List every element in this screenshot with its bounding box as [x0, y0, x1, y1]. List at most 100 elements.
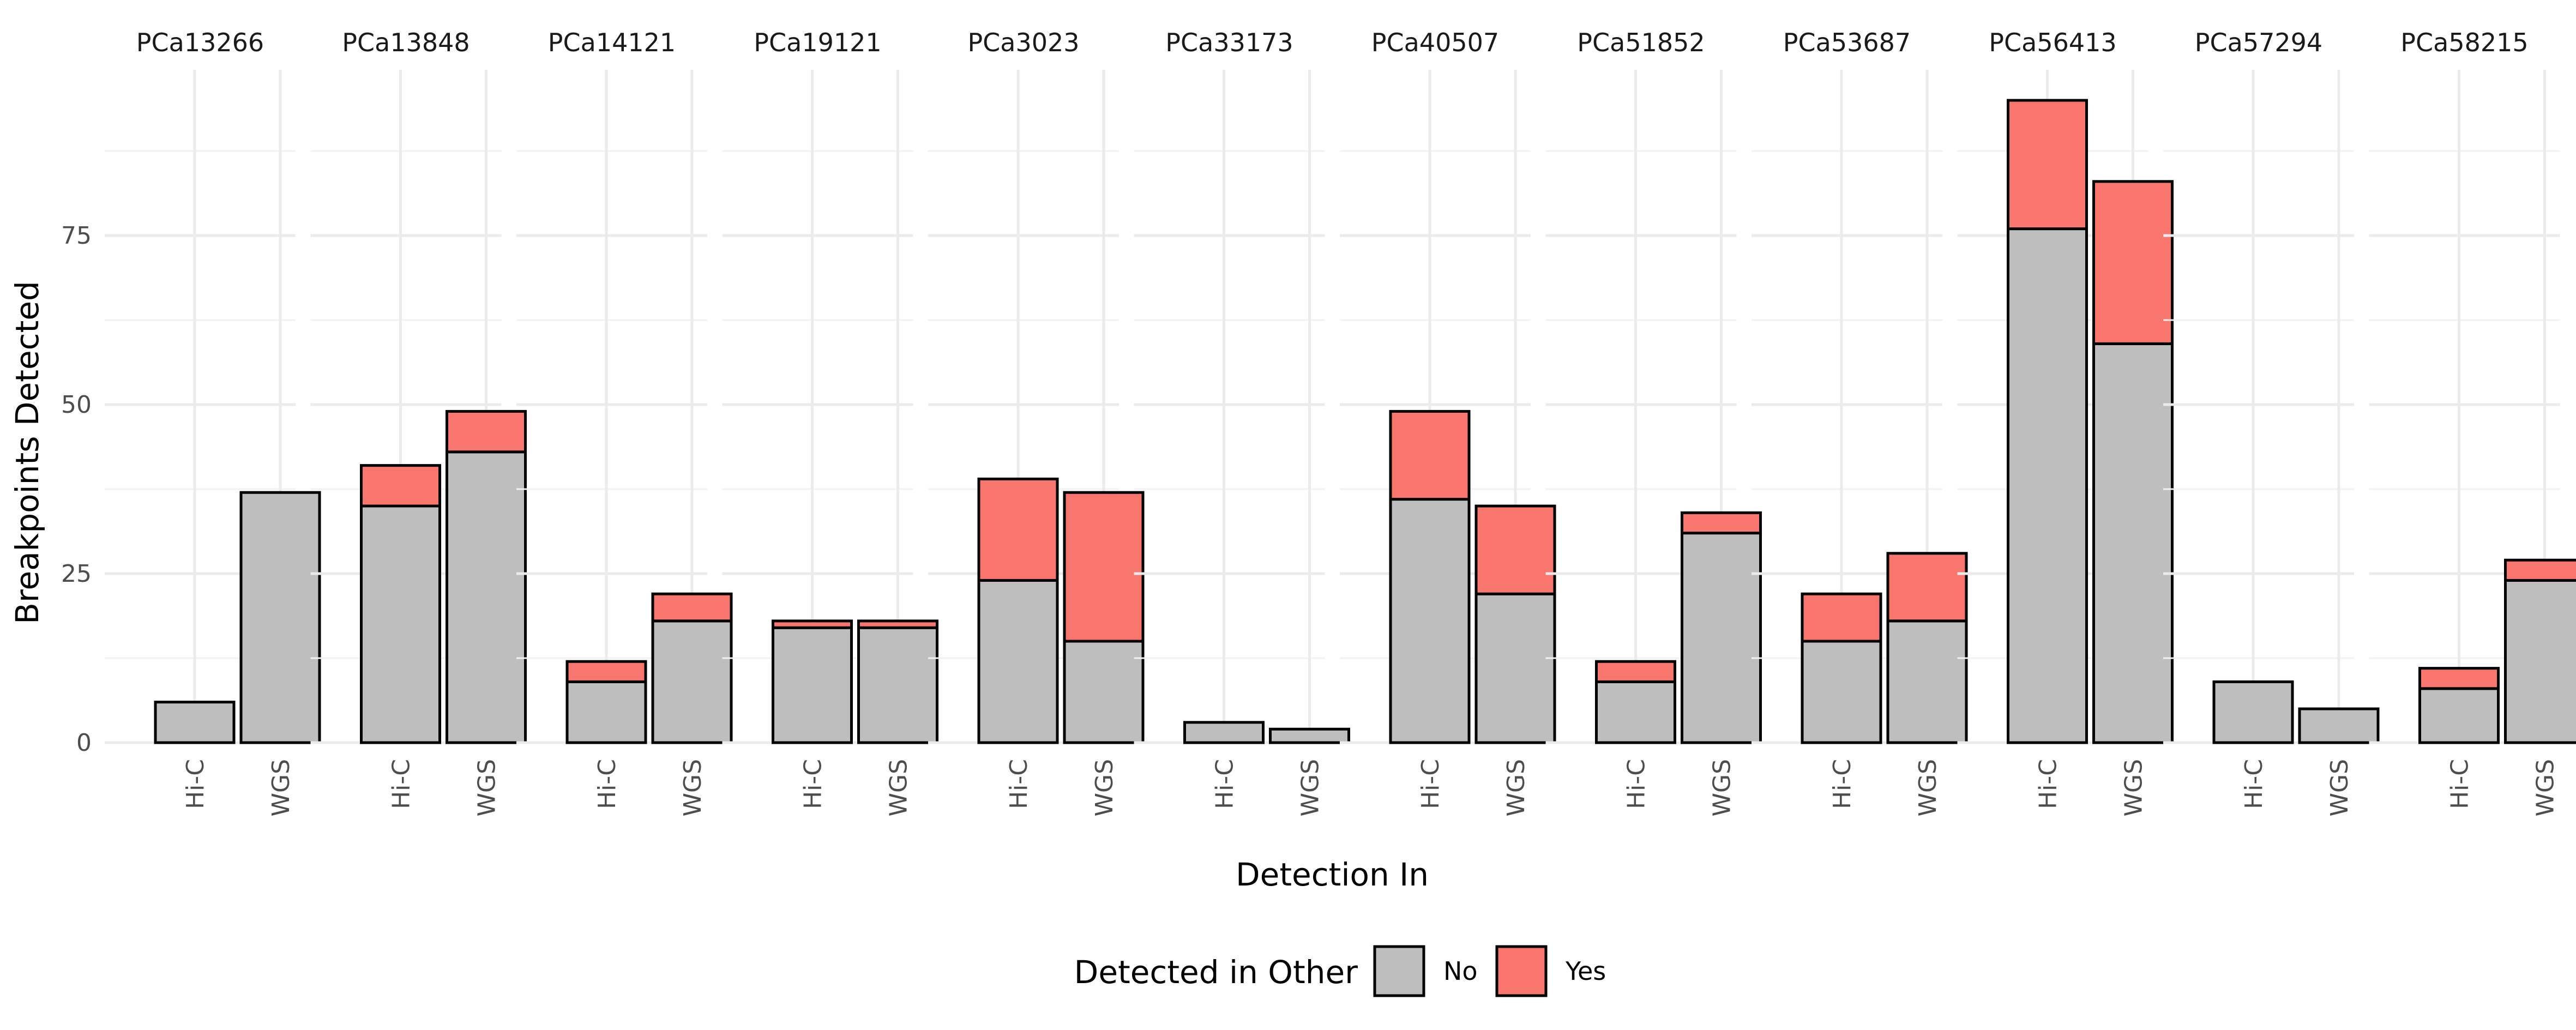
x-tick-label: Hi-C — [2446, 759, 2474, 809]
facet-panel: PCa19121 Hi-C WGS — [723, 28, 937, 817]
x-tick-label: WGS — [1297, 759, 1325, 817]
legend-title: Detected in Other — [1074, 954, 1358, 991]
x-tick-label: Hi-C — [1417, 759, 1445, 809]
bar-segment-no — [241, 492, 320, 743]
x-tick-label: WGS — [2532, 759, 2560, 817]
bar-segment-yes — [2094, 182, 2172, 344]
x-tick-label: Hi-C — [388, 759, 416, 809]
bar-segment-no — [1185, 722, 1263, 743]
bar-segment-no — [773, 628, 852, 743]
facet-strip-label: PCa58215 — [2400, 28, 2528, 57]
facet-strip-label: PCa56413 — [1989, 28, 2116, 57]
y-tick-label: 0 — [76, 729, 92, 757]
bar-segment-no — [979, 580, 1057, 743]
facet-panel: PCa56413 Hi-C WGS — [1958, 28, 2172, 817]
bar-segment-yes — [1802, 594, 1881, 641]
bar-segment-yes — [2506, 560, 2576, 580]
facet-panel: PCa13848 Hi-C WGS — [311, 28, 526, 817]
bar-segment-yes — [2008, 100, 2087, 229]
bar-segment-no — [1271, 729, 1349, 743]
y-tick-label: 50 — [61, 391, 92, 419]
bar-segment-no — [859, 628, 937, 743]
x-tick-label: Hi-C — [1211, 759, 1239, 809]
facet-panel: PCa57294 Hi-C WGS — [2163, 28, 2378, 817]
bar-segment-yes — [1064, 492, 1143, 641]
bar-segment-no — [1391, 499, 1469, 743]
bar-segment-no — [1802, 641, 1881, 743]
bar-segment-no — [362, 506, 440, 743]
bar-segment-yes — [1597, 661, 1675, 682]
bar-segment-no — [2506, 580, 2576, 743]
legend-swatch-no — [1375, 947, 1424, 996]
bar-segment-no — [567, 682, 646, 743]
x-tick-label: WGS — [885, 759, 913, 817]
bar-segment-yes — [447, 411, 526, 451]
legend-label: Yes — [1565, 956, 1606, 986]
x-tick-label: WGS — [1502, 759, 1530, 817]
x-tick-label: Hi-C — [593, 759, 621, 809]
bar-segment-no — [2420, 689, 2499, 743]
facet-strip-label: PCa13848 — [342, 28, 470, 57]
x-tick-label: Hi-C — [2240, 759, 2268, 809]
facet-panel: PCa51852 Hi-C WGS — [1546, 28, 1761, 817]
facet-strip-label: PCa33173 — [1165, 28, 1293, 57]
bar-segment-yes — [567, 661, 646, 682]
x-tick-label: WGS — [2326, 759, 2354, 817]
bar-segment-yes — [1682, 513, 1761, 533]
bar-segment-no — [155, 702, 234, 743]
bar-segment-no — [1888, 621, 1966, 743]
bar-segment-yes — [2420, 668, 2499, 689]
bar-segment-no — [653, 621, 731, 743]
legend-label: No — [1443, 956, 1478, 986]
x-tick-label: WGS — [1091, 759, 1118, 817]
x-tick-label: WGS — [2120, 759, 2148, 817]
bar-segment-no — [2008, 229, 2087, 743]
bar-segment-no — [2094, 344, 2172, 743]
y-axis: 0 25 50 75 — [61, 222, 92, 757]
x-tick-label: Hi-C — [799, 759, 827, 809]
bar-segment-yes — [362, 466, 440, 506]
x-tick-label: Hi-C — [1005, 759, 1033, 809]
legend-items: No Yes — [1375, 947, 1606, 996]
bar-segment-yes — [1888, 553, 1966, 621]
bar-segment-yes — [653, 594, 731, 621]
facet-panel: PCa53687Hi-CWGS — [1752, 28, 1966, 817]
y-tick-label: 75 — [61, 222, 92, 250]
bar-segment-no — [1682, 533, 1761, 743]
x-tick-label: WGS — [679, 759, 707, 817]
facet-strip-label: PCa51852 — [1577, 28, 1705, 57]
bar-segment-no — [2214, 682, 2292, 743]
facet-panel: PCa33173 Hi-C WGS — [1134, 28, 1349, 817]
facet-strip-label: PCa13266 — [136, 28, 264, 57]
x-tick-label: Hi-C — [1623, 759, 1651, 809]
bar-segment-yes — [773, 621, 852, 628]
bar-segment-no — [1597, 682, 1675, 743]
facet-strip-label: PCa19121 — [754, 28, 881, 57]
x-tick-label: WGS — [473, 759, 501, 817]
facet-panel: PCa58215 Hi-C WGS — [2369, 28, 2576, 817]
facet-panels: PCa13266 Hi-C WGS PCa13848 Hi-C WGS PCa14121 Hi… — [105, 28, 2576, 817]
x-tick-label: WGS — [1914, 759, 1942, 817]
facet-panel: PCa14121 Hi-C WGS — [516, 28, 731, 817]
facet-strip-label: PCa57294 — [2195, 28, 2322, 57]
facet-strip-label: PCa40507 — [1371, 28, 1499, 57]
x-axis-title: Detection In — [1236, 856, 1429, 893]
y-axis-title: Breakpoints Detected — [9, 281, 46, 624]
x-tick-label: WGS — [1708, 759, 1736, 817]
facet-strip-label: PCa14121 — [548, 28, 676, 57]
x-tick-label: Hi-C — [182, 759, 209, 809]
bar-segment-yes — [1391, 411, 1469, 499]
x-tick-label: Hi-C — [2035, 759, 2062, 809]
facet-panel: PCa3023 Hi-C WGS — [928, 28, 1143, 817]
x-tick-label: WGS — [267, 759, 295, 817]
bar-segment-yes — [1476, 506, 1555, 594]
y-tick-label: 25 — [61, 560, 92, 588]
bar-segment-no — [1476, 594, 1555, 743]
facet-strip-label: PCa3023 — [967, 28, 1079, 57]
facet-strip-label: PCa53687 — [1783, 28, 1911, 57]
bar-segment-no — [2300, 709, 2378, 743]
bar-segment-no — [447, 452, 526, 743]
bar-segment-yes — [859, 621, 937, 628]
facet-panel: PCa40507 Hi-C WGS — [1340, 28, 1555, 817]
